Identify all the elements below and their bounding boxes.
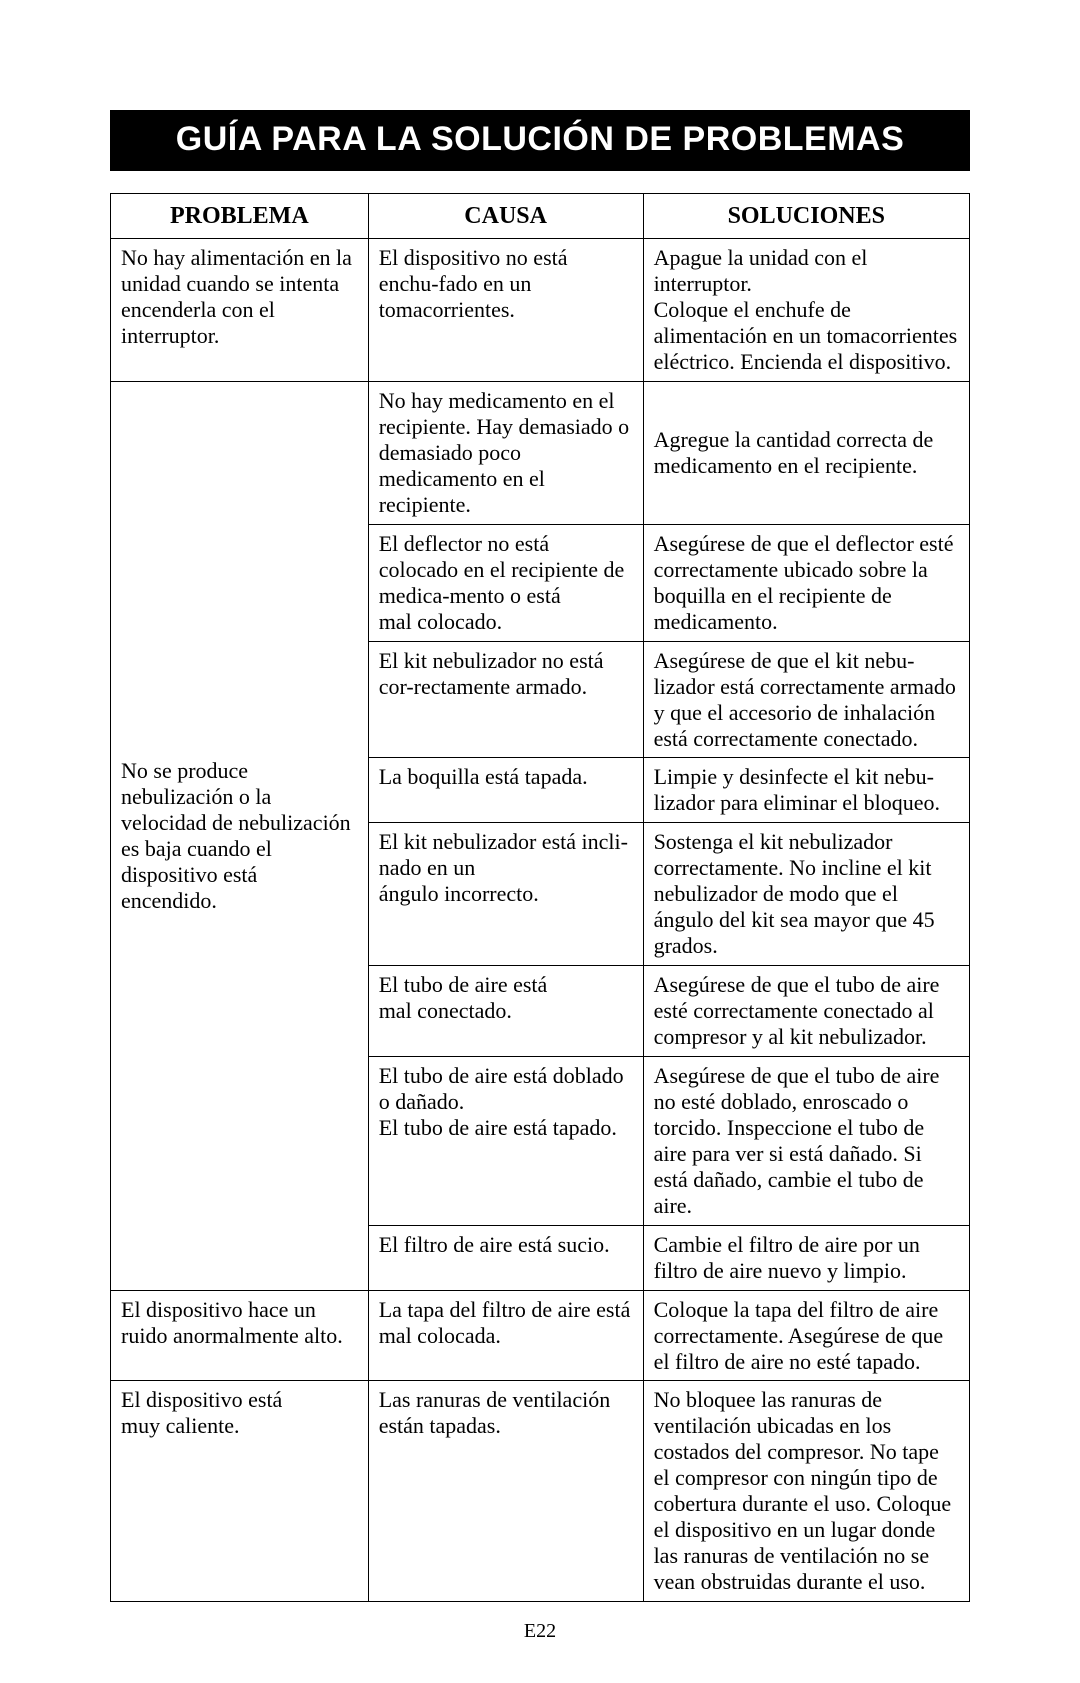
cell-problema: El dispositivo estámuy caliente. <box>111 1381 369 1602</box>
header-causa: CAUSA <box>368 194 643 239</box>
cell-solucion: Apague la unidad con el interruptor.Colo… <box>643 239 969 382</box>
header-soluciones: SOLUCIONES <box>643 194 969 239</box>
cell-causa: Las ranuras de ventilación están tapadas… <box>368 1381 643 1602</box>
document-page: GUÍA PARA LA SOLUCIÓN DE PROBLEMAS PROBL… <box>0 0 1080 1683</box>
table-row: El dispositivo estámuy caliente. Las ran… <box>111 1381 970 1602</box>
page-title: GUÍA PARA LA SOLUCIÓN DE PROBLEMAS <box>110 110 970 171</box>
cell-solucion: Asegúrese de que el tubo de aire no esté… <box>643 1057 969 1226</box>
troubleshooting-table: PROBLEMA CAUSA SOLUCIONES No hay aliment… <box>110 193 970 1602</box>
cell-solucion: No bloquee las ranuras de ventilación ub… <box>643 1381 969 1602</box>
cell-causa: El filtro de aire está sucio. <box>368 1225 643 1290</box>
cell-problema: No hay alimentación en la unidad cuando … <box>111 239 369 382</box>
cell-solucion: Cambie el filtro de aire por un filtro d… <box>643 1225 969 1290</box>
cell-solucion: Asegúrese de que el deflector esté corre… <box>643 524 969 641</box>
cell-problema: No se produce nebulización o la velocida… <box>111 382 369 1291</box>
header-problema: PROBLEMA <box>111 194 369 239</box>
cell-problema: El dispositivo hace un ruido anormalment… <box>111 1290 369 1381</box>
table-row: No se produce nebulización o la velocida… <box>111 382 970 525</box>
cell-causa: El kit nebulizador está incli-nado en un… <box>368 823 643 966</box>
cell-causa: No hay medicamento en el recipiente. Hay… <box>368 382 643 525</box>
table-row: El dispositivo hace un ruido anormalment… <box>111 1290 970 1381</box>
cell-solucion: Coloque la tapa del filtro de aire corre… <box>643 1290 969 1381</box>
cell-solucion: Asegúrese de que el tubo de aire esté co… <box>643 966 969 1057</box>
cell-causa: El deflector no está colocado en el reci… <box>368 524 643 641</box>
table-row: No hay alimentación en la unidad cuando … <box>111 239 970 382</box>
cell-causa: El tubo de aire está doblado o dañado.El… <box>368 1057 643 1226</box>
cell-solucion: Limpie y desinfecte el kit nebu-lizador … <box>643 758 969 823</box>
cell-causa: La tapa del filtro de aire está mal colo… <box>368 1290 643 1381</box>
cell-causa: El kit nebulizador no está cor-rectament… <box>368 641 643 758</box>
cell-causa: El dispositivo no está enchu-fado en un … <box>368 239 643 382</box>
page-number: E22 <box>110 1620 970 1643</box>
table-header-row: PROBLEMA CAUSA SOLUCIONES <box>111 194 970 239</box>
cell-solucion: Agregue la cantidad correcta de medicame… <box>643 382 969 525</box>
cell-solucion: Sostenga el kit nebulizador correctament… <box>643 823 969 966</box>
cell-causa: El tubo de aire estámal conectado. <box>368 966 643 1057</box>
cell-causa: La boquilla está tapada. <box>368 758 643 823</box>
cell-solucion: Asegúrese de que el kit nebu-lizador est… <box>643 641 969 758</box>
